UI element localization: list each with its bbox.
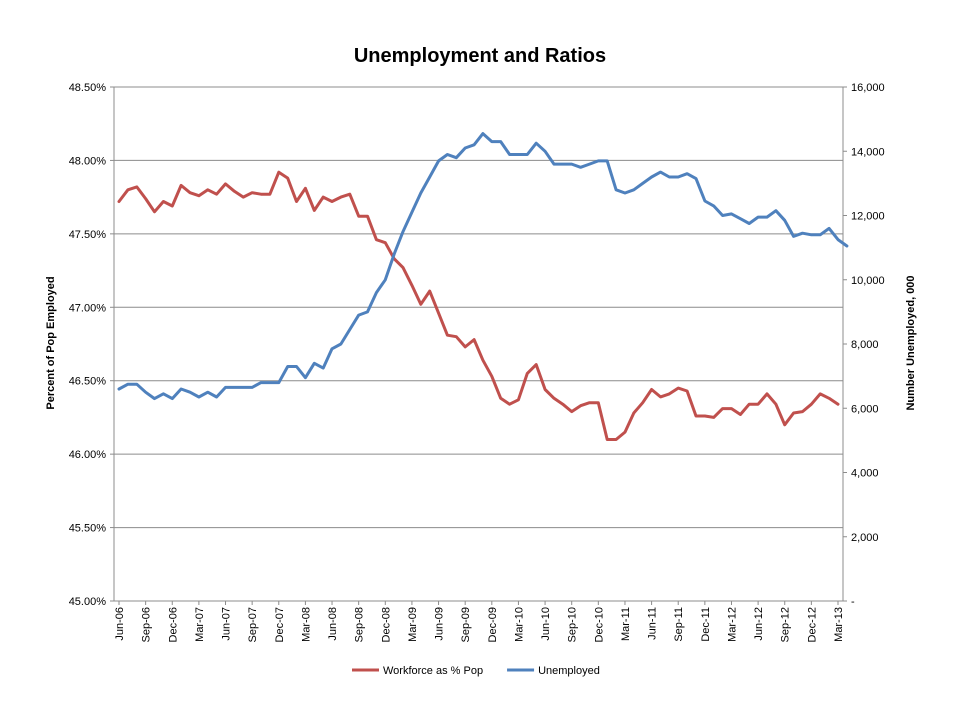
y-right-tick-label: 16,000 — [851, 82, 885, 94]
x-tick-label: Jun-07 — [221, 607, 233, 641]
x-tick-label: Sep-07 — [247, 607, 259, 642]
x-tick-label: Sep-10 — [567, 607, 579, 642]
x-tick-label: Mar-11 — [620, 607, 632, 641]
x-tick-label: Jun-11 — [647, 607, 659, 640]
y-left-tick-label: 46.00% — [69, 449, 107, 461]
y-right-tick-label: 8,000 — [851, 339, 879, 351]
x-tick-label: Mar-08 — [300, 607, 312, 642]
x-tick-label: Mar-09 — [407, 607, 419, 642]
x-tick-label: Dec-06 — [167, 607, 179, 642]
y-right-tick-label: 4,000 — [851, 468, 879, 480]
y-left-tick-label: 46.50% — [69, 376, 107, 388]
y-left-tick-label: 47.50% — [69, 229, 107, 241]
y-right-tick-label: 2,000 — [851, 532, 879, 544]
y-axis-left-title: Percent of Pop Employed — [45, 276, 57, 409]
x-tick-label: Sep-06 — [141, 607, 153, 642]
right-axis-ticks: - 2,000 4,000 6,000 8,000 10,000 12,000 14,000 1… — [843, 82, 885, 608]
y-left-tick-label: 47.00% — [69, 302, 107, 314]
left-axis-ticks: 45.00% 45.50% 46.00% 46.50% 47.00% 47.50% 48.0… — [69, 82, 114, 608]
gridlines — [114, 86, 843, 529]
y-left-tick-label: 45.50% — [69, 523, 107, 535]
x-tick-label: Mar-07 — [194, 607, 206, 642]
x-tick-label: Dec-07 — [274, 607, 286, 642]
x-tick-label: Mar-12 — [726, 607, 738, 642]
chart-title: Unemployment and Ratios — [354, 45, 606, 67]
x-axis-ticks: Jun-06 Sep-06 Dec-06 Mar-07 Jun-07 Sep-07 Dec-… — [114, 601, 845, 642]
x-tick-label: Jun-08 — [327, 607, 339, 641]
y-axis-right-title: Number Unemployed, 000 — [905, 275, 917, 410]
x-tick-label: Jun-09 — [434, 607, 446, 641]
x-tick-label: Jun-10 — [540, 607, 552, 641]
x-tick-label: Dec-09 — [487, 607, 499, 642]
series-line-workforce-as-pop — [117, 170, 840, 441]
legend-label: Unemployed — [538, 665, 600, 677]
x-tick-label: Jun-06 — [114, 607, 126, 641]
x-tick-label: Dec-12 — [806, 607, 818, 642]
x-tick-label: Sep-11 — [673, 607, 685, 642]
legend-label: Workforce as % Pop — [383, 665, 483, 677]
y-right-tick-label: 14,000 — [851, 146, 885, 158]
y-right-tick-label: 6,000 — [851, 403, 879, 415]
y-left-tick-label: 45.00% — [69, 596, 107, 608]
x-tick-label: Sep-08 — [354, 607, 366, 642]
series-lines — [117, 132, 849, 441]
x-tick-label: Dec-08 — [380, 607, 392, 642]
x-tick-label: Sep-12 — [780, 607, 792, 642]
x-tick-label: Jun-12 — [753, 607, 765, 641]
y-right-tick-label: 10,000 — [851, 275, 885, 287]
y-right-tick-label: - — [851, 596, 855, 608]
series-line-unemployed — [117, 132, 849, 401]
x-tick-label: Dec-11 — [700, 607, 712, 642]
x-tick-label: Sep-09 — [460, 607, 472, 642]
y-right-tick-label: 12,000 — [851, 211, 885, 223]
legend: Workforce as % Pop Unemployed — [352, 665, 600, 677]
x-tick-label: Mar-10 — [513, 607, 525, 642]
x-tick-label: Dec-10 — [593, 607, 605, 642]
y-left-tick-label: 48.50% — [69, 82, 107, 94]
y-left-tick-label: 48.00% — [69, 155, 107, 167]
axes — [113, 87, 844, 602]
x-tick-label: Mar-13 — [833, 607, 845, 642]
